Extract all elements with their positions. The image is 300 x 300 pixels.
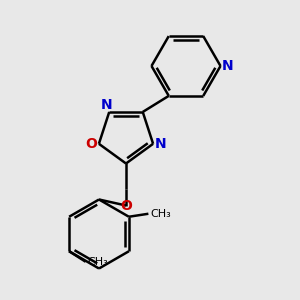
Text: CH₃: CH₃ bbox=[87, 257, 108, 267]
Text: N: N bbox=[221, 59, 233, 73]
Text: O: O bbox=[120, 199, 132, 212]
Text: N: N bbox=[155, 137, 167, 151]
Text: O: O bbox=[85, 137, 97, 151]
Text: N: N bbox=[100, 98, 112, 112]
Text: CH₃: CH₃ bbox=[150, 209, 171, 219]
